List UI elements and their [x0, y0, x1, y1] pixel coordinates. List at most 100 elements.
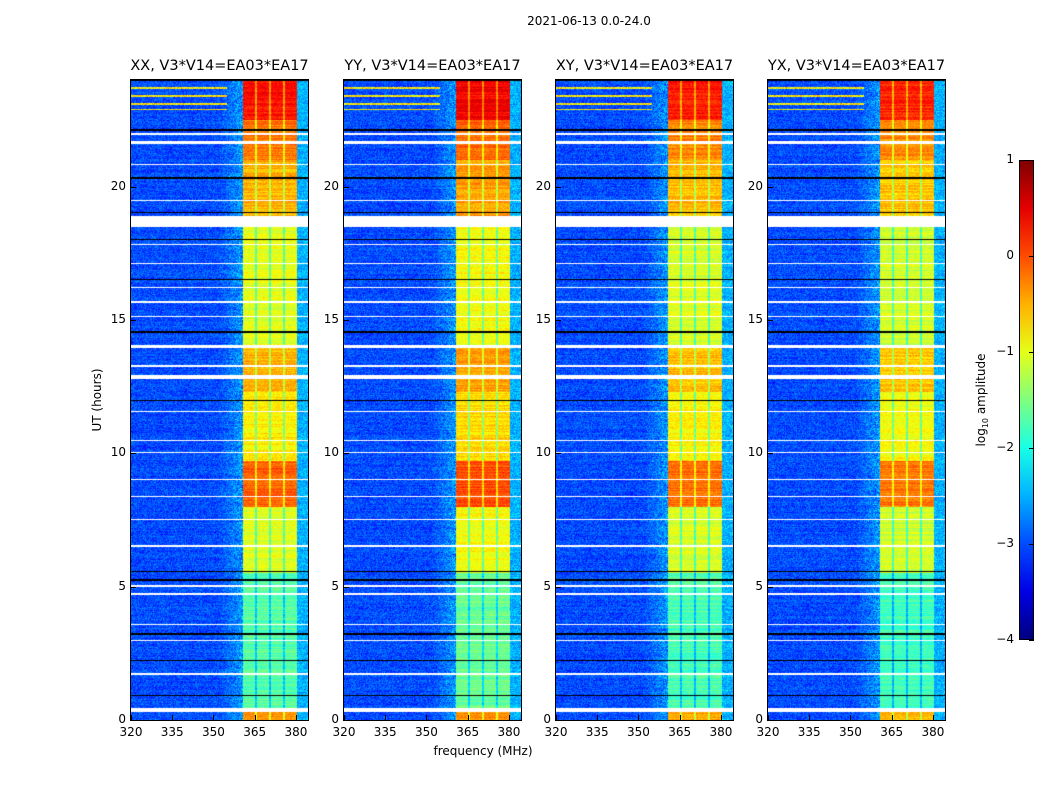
x-tick-label: 335 — [373, 725, 397, 739]
y-tick — [131, 453, 136, 455]
y-tick-label: 15 — [535, 312, 551, 326]
y-tick — [556, 320, 561, 321]
y-tick — [131, 320, 136, 321]
colorbar-tick — [1029, 448, 1034, 449]
colorbar-tick-label: −4 — [996, 632, 1014, 646]
y-tick-label: 20 — [110, 178, 126, 193]
x-tick-label: 365 — [456, 725, 480, 739]
x-tick — [679, 715, 681, 720]
panel-title: YY, V3*V14=EA03*EA17 — [344, 58, 521, 74]
x-tick-label: 380 — [921, 725, 945, 739]
heatmap-image — [344, 80, 521, 720]
x-tick-label: 350 — [415, 725, 438, 739]
x-tick — [467, 715, 469, 720]
x-tick-label: 350 — [627, 725, 650, 739]
x-tick — [638, 715, 640, 720]
y-tick-label: 15 — [323, 312, 339, 326]
colorbar-tick-label: 0 — [1006, 248, 1014, 262]
colorbar-tick-label: −1 — [996, 344, 1014, 358]
y-tick-label: 0 — [755, 712, 763, 726]
x-tick — [508, 715, 510, 720]
waterfall-panel-0 — [130, 79, 309, 721]
x-tick — [932, 715, 934, 720]
x-tick — [720, 715, 722, 720]
waterfall-panel-1 — [343, 79, 522, 721]
x-axis-label: frequency (MHz) — [433, 744, 533, 758]
x-tick-label: 335 — [160, 725, 184, 739]
heatmap-image — [768, 80, 945, 720]
heatmap-image — [556, 80, 733, 720]
y-tick — [556, 453, 561, 455]
y-tick-label: 5 — [755, 578, 763, 593]
x-tick-label: 320 — [756, 725, 780, 739]
y-tick — [768, 720, 773, 721]
x-tick-label: 335 — [797, 725, 821, 739]
colorbar-tick-label: −3 — [996, 536, 1014, 550]
x-tick-label: 365 — [880, 725, 904, 739]
x-tick — [556, 715, 557, 720]
y-tick — [131, 720, 136, 721]
y-tick-label: 0 — [118, 712, 126, 726]
y-tick — [768, 586, 773, 588]
x-tick-label: 320 — [119, 725, 143, 739]
figure-title: 2021-06-13 0.0-24.0 — [527, 14, 651, 28]
heatmap-image — [131, 80, 308, 720]
x-tick-label: 380 — [709, 725, 733, 739]
y-tick-label: 10 — [110, 445, 126, 460]
colorbar-tick — [1029, 256, 1034, 257]
y-tick-label: 0 — [331, 712, 339, 726]
colorbar-label-sub: 10 — [981, 417, 991, 429]
y-tick — [556, 720, 561, 721]
colorbar-tick — [1029, 544, 1034, 545]
y-tick-label: 5 — [543, 578, 551, 593]
y-tick-label: 0 — [543, 712, 551, 726]
y-tick-label: 15 — [110, 312, 126, 326]
y-tick-label: 10 — [535, 445, 551, 460]
colorbar-tick — [1029, 352, 1034, 353]
x-tick-label: 320 — [544, 725, 568, 739]
panel-title: XX, V3*V14=EA03*EA17 — [130, 58, 309, 74]
x-tick — [850, 715, 852, 720]
x-tick-label: 380 — [284, 725, 308, 739]
y-tick — [344, 186, 349, 188]
y-tick — [344, 586, 349, 588]
x-tick — [768, 715, 769, 720]
y-tick — [131, 586, 136, 588]
colorbar — [1019, 160, 1034, 640]
waterfall-panel-3 — [767, 79, 946, 721]
colorbar-tick — [1029, 640, 1034, 641]
x-tick — [254, 715, 256, 720]
x-tick — [295, 715, 297, 720]
colorbar-label-log: log — [973, 428, 988, 447]
x-tick — [426, 715, 428, 720]
colorbar-tick-label: 1 — [1006, 152, 1014, 166]
y-tick-label: 5 — [331, 578, 339, 593]
x-tick-label: 350 — [839, 725, 862, 739]
x-tick-label: 320 — [332, 725, 356, 739]
x-tick-label: 380 — [497, 725, 521, 739]
x-tick — [597, 715, 599, 720]
y-tick — [344, 320, 349, 321]
y-tick-label: 15 — [747, 312, 763, 326]
x-tick-label: 350 — [202, 725, 225, 739]
colorbar-label: log10 amplitude — [974, 354, 990, 447]
x-tick — [131, 715, 132, 720]
y-tick-label: 20 — [747, 178, 763, 193]
y-tick-label: 10 — [323, 445, 339, 460]
y-tick — [131, 186, 136, 188]
x-tick — [213, 715, 215, 720]
y-tick-label: 5 — [118, 578, 126, 593]
y-tick-label: 20 — [535, 178, 551, 193]
y-axis-label: UT (hours) — [90, 368, 104, 432]
x-tick-label: 365 — [668, 725, 692, 739]
y-tick-label: 10 — [747, 445, 763, 460]
x-tick-label: 335 — [585, 725, 609, 739]
panel-title: XY, V3*V14=EA03*EA17 — [555, 58, 734, 74]
x-tick — [891, 715, 893, 720]
y-tick — [768, 320, 773, 321]
waterfall-panel-2 — [555, 79, 734, 721]
colorbar-label-rest: amplitude — [973, 353, 988, 418]
y-tick — [344, 453, 349, 455]
colorbar-tick — [1029, 160, 1034, 161]
